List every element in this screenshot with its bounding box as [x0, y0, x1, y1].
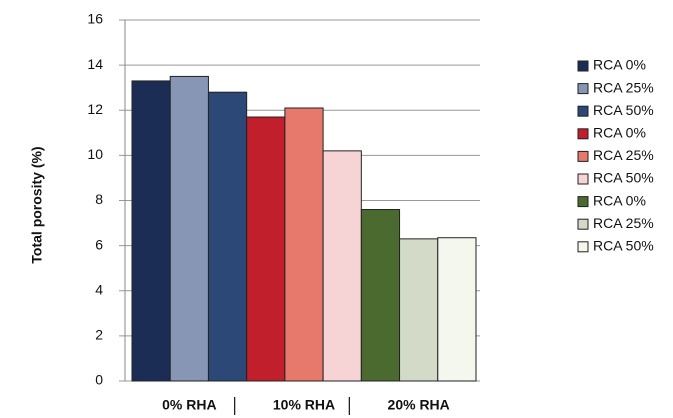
bar	[131, 80, 171, 382]
y-tick-label: 4	[95, 281, 103, 297]
y-tick-label: 8	[95, 191, 103, 207]
legend-label: RCA 25%	[593, 79, 654, 95]
bar	[322, 150, 362, 382]
legend-label: RCA 0%	[593, 125, 646, 141]
legend-label: RCA 50%	[593, 238, 654, 254]
y-tick-label: 6	[95, 236, 103, 252]
y-tick-label: 0	[95, 372, 103, 388]
y-tick-label: 10	[87, 146, 103, 162]
legend-label: RCA 0%	[593, 192, 646, 208]
legend-swatch	[577, 150, 589, 162]
legend-label: RCA 25%	[593, 215, 654, 231]
legend-label: RCA 50%	[593, 170, 654, 186]
y-tick-label: 16	[87, 11, 103, 27]
legend-swatch	[577, 60, 589, 72]
bar	[399, 238, 439, 382]
legend-swatch	[577, 196, 589, 208]
bar	[246, 116, 286, 382]
bar	[207, 91, 248, 382]
legend-swatch	[577, 128, 589, 140]
y-tick-label: 2	[95, 327, 103, 343]
legend-label: RCA 50%	[593, 102, 654, 118]
bar	[437, 237, 477, 382]
legend-label: RCA 25%	[593, 147, 654, 163]
x-tick-label: 0% RHA	[162, 397, 216, 413]
legend-label: RCA 0%	[593, 57, 646, 73]
x-tick-label: 20% RHA	[388, 397, 450, 413]
bar	[360, 209, 401, 382]
legend-swatch	[577, 83, 589, 95]
legend-swatch	[577, 241, 589, 253]
legend-swatch	[577, 218, 589, 230]
legend-swatch	[577, 173, 589, 185]
y-tick-label: 12	[87, 101, 103, 117]
y-axis-label: Total porosity (%)	[29, 146, 45, 263]
bar	[284, 107, 324, 382]
x-tick-label: 10% RHA	[273, 397, 335, 413]
y-tick-label: 14	[87, 56, 103, 72]
bar	[169, 75, 209, 382]
legend-swatch	[577, 105, 589, 117]
